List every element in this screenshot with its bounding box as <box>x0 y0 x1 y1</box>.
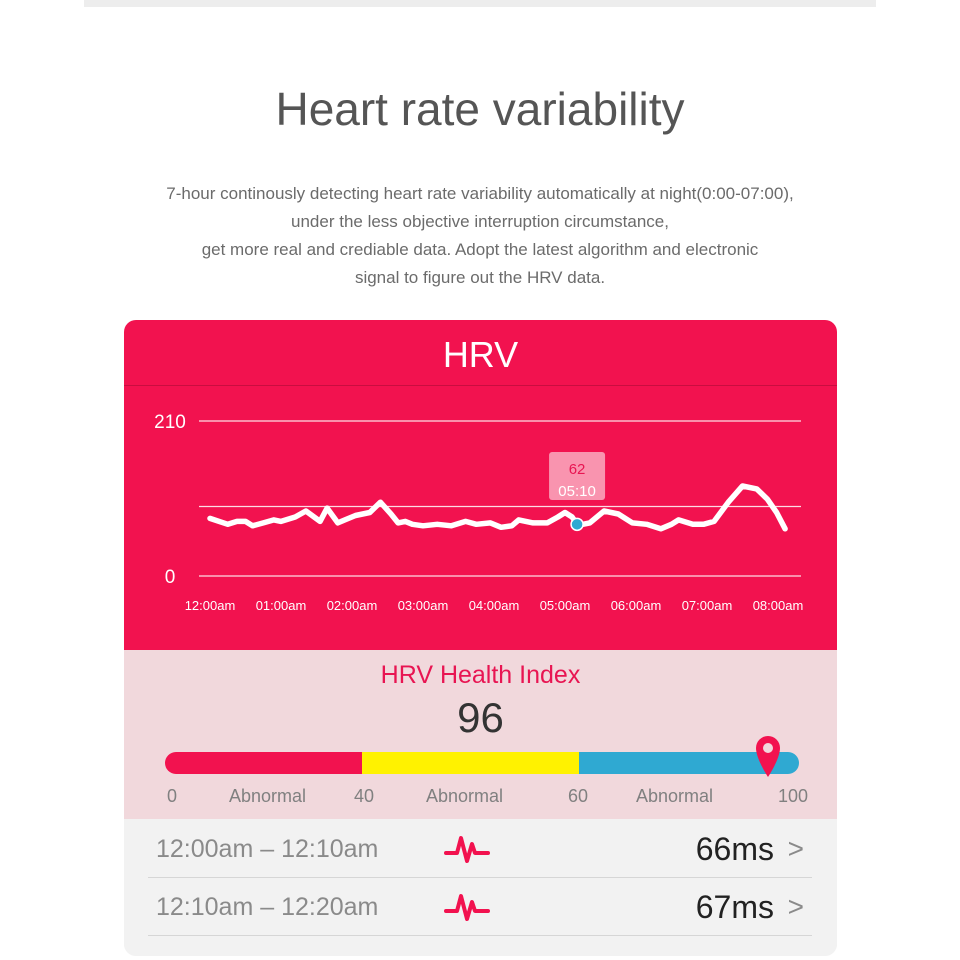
chevron-right-icon[interactable]: > <box>787 891 804 922</box>
top-divider-strip <box>84 0 876 7</box>
description-line: under the less objective interruption ci… <box>291 212 669 231</box>
index-scale-tick: 100 <box>778 786 809 806</box>
page-title: Heart rate variability <box>275 83 685 135</box>
description-line: 7-hour continously detecting heart rate … <box>166 184 794 203</box>
x-tick-label: 06:00am <box>611 598 662 613</box>
x-tick-label: 03:00am <box>398 598 449 613</box>
hrv-title-divider <box>124 385 837 386</box>
heartbeat-icon <box>444 894 490 921</box>
hrv-chart-title: HRV <box>442 334 519 375</box>
page-description: 7-hour continously detecting heart rate … <box>60 180 900 292</box>
heartbeat-icon <box>444 836 490 863</box>
x-tick-label: 02:00am <box>327 598 378 613</box>
index-segment-label: Abnormal <box>426 786 504 806</box>
index-bar-segment-mid <box>362 752 579 774</box>
description-line: get more real and crediable data. Adopt … <box>201 240 759 259</box>
index-scale-tick: 40 <box>354 786 375 806</box>
x-tick-label: 12:00am <box>185 598 236 613</box>
record-row[interactable]: 12:00am – 12:10am 66ms > <box>148 819 812 878</box>
health-index-panel <box>124 650 837 819</box>
record-row[interactable]: 12:10am – 12:20am 67ms > <box>148 877 812 936</box>
x-tick-label: 07:00am <box>682 598 733 613</box>
x-tick-label: 04:00am <box>469 598 520 613</box>
x-tick-label: 08:00am <box>753 598 804 613</box>
map-pin-icon <box>756 736 780 777</box>
hrv-chart-panel: HRV 0 210 12:00am 01:00am 02:00am 03:00am 04:0… <box>124 320 837 650</box>
tooltip-value: 62 <box>569 461 586 478</box>
records-list: 12:00am – 12:10am 66ms > 12:10am – 12:20… <box>124 819 837 956</box>
y-tick-label: 210 <box>154 412 186 433</box>
index-bar-segment-low <box>165 752 362 774</box>
health-index-value: 96 <box>457 694 504 741</box>
x-tick-label: 01:00am <box>256 598 307 613</box>
index-scale-tick: 60 <box>568 786 589 806</box>
hrv-card: HRV 0 210 12:00am 01:00am 02:00am 03:00am 04:0… <box>124 320 837 956</box>
record-time-range: 12:00am – 12:10am <box>156 835 379 863</box>
health-index-title: HRV Health Index <box>380 661 581 689</box>
hrv-line-chart: 0 210 12:00am 01:00am 02:00am 03:00am 04:00am 0… <box>154 412 804 613</box>
tooltip-box <box>549 452 606 500</box>
index-bar-segment-high <box>579 752 799 774</box>
index-scale-tick: 0 <box>167 786 178 806</box>
description-line: signal to figure out the HRV data. <box>354 268 606 287</box>
hrv-series-line <box>207 483 788 532</box>
y-tick-label: 0 <box>165 567 176 588</box>
record-value: 66ms <box>695 831 774 867</box>
tooltip-time: 05:10 <box>558 483 596 500</box>
x-tick-label: 05:00am <box>540 598 591 613</box>
index-segment-label: Abnormal <box>229 786 307 806</box>
record-value: 67ms <box>695 889 774 925</box>
highlight-point <box>570 517 584 532</box>
record-time-range: 12:10am – 12:20am <box>156 893 379 921</box>
chevron-right-icon[interactable]: > <box>787 833 804 864</box>
index-segment-label: Abnormal <box>636 786 714 806</box>
